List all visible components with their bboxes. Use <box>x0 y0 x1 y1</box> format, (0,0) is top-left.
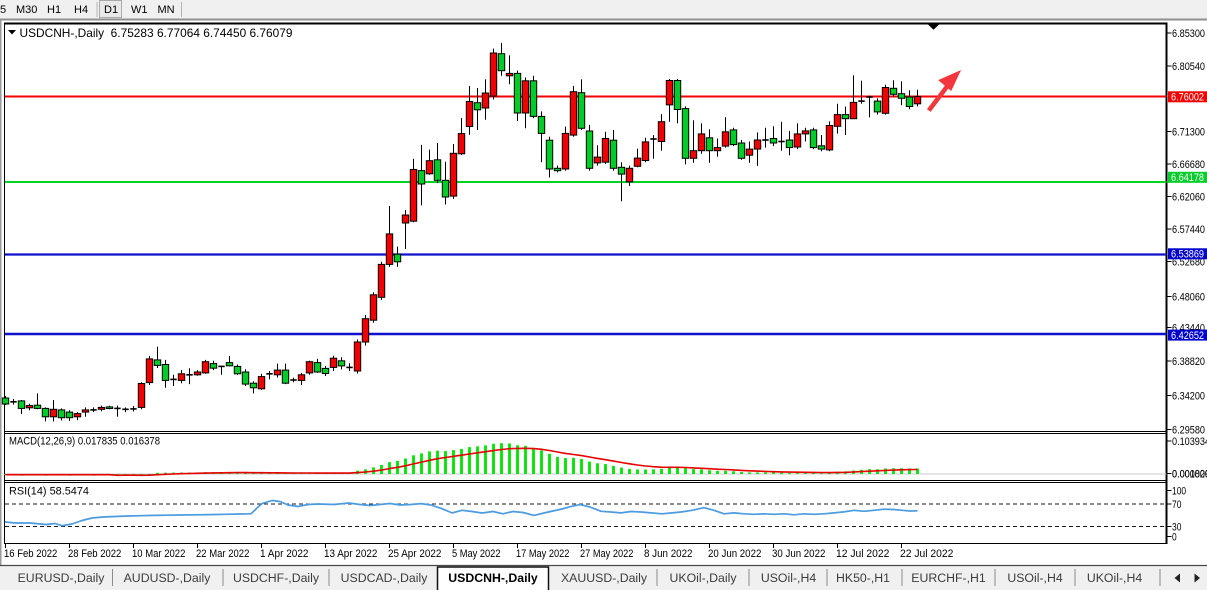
svg-text:USDCNH-,Daily 6.75283 6.77064: USDCNH-,Daily 6.75283 6.77064 6.74450 6.… <box>20 26 293 40</box>
svg-text:6.53869: 6.53869 <box>1171 249 1204 261</box>
svg-text:5: 5 <box>0 4 6 16</box>
svg-text:13 Apr 2022: 13 Apr 2022 <box>324 548 377 560</box>
svg-text:MACD(12,26,9) 0.017835 0.01637: MACD(12,26,9) 0.017835 0.016378 <box>9 436 160 448</box>
svg-text:6.38820: 6.38820 <box>1172 356 1205 368</box>
svg-text:UKOil-,H4: UKOil-,H4 <box>1087 571 1143 585</box>
svg-text:6.76002: 6.76002 <box>1171 92 1204 104</box>
svg-text:5 May 2022: 5 May 2022 <box>452 548 501 560</box>
svg-text:0.001829: 0.001829 <box>1172 469 1207 481</box>
svg-text:W1: W1 <box>131 4 148 16</box>
svg-text:0.103934: 0.103934 <box>1172 436 1207 448</box>
svg-text:20 Jun 2022: 20 Jun 2022 <box>708 548 761 560</box>
svg-text:22 Jul 2022: 22 Jul 2022 <box>900 548 953 560</box>
svg-text:D1: D1 <box>104 4 118 16</box>
svg-text:1 Apr 2022: 1 Apr 2022 <box>260 548 309 560</box>
svg-text:8 Jun 2022: 8 Jun 2022 <box>644 548 693 560</box>
svg-text:0.000000: 0.000000 <box>1172 469 1207 481</box>
svg-text:EURUSD-,Daily: EURUSD-,Daily <box>18 571 106 585</box>
svg-text:12 Jul 2022: 12 Jul 2022 <box>836 548 889 560</box>
svg-text:30 Jun 2022: 30 Jun 2022 <box>772 548 825 560</box>
svg-text:6.64178: 6.64178 <box>1171 172 1204 184</box>
svg-text:H4: H4 <box>74 4 88 16</box>
svg-text:10 Mar 2022: 10 Mar 2022 <box>132 548 185 560</box>
svg-text:100: 100 <box>1172 486 1186 498</box>
svg-text:17 May 2022: 17 May 2022 <box>516 548 569 560</box>
svg-text:UKOil-,Daily: UKOil-,Daily <box>670 571 738 585</box>
svg-text:6.85300: 6.85300 <box>1172 28 1205 40</box>
svg-text:6.66680: 6.66680 <box>1172 159 1205 171</box>
svg-text:USDCAD-,Daily: USDCAD-,Daily <box>341 571 429 585</box>
svg-text:6.62060: 6.62060 <box>1172 192 1205 204</box>
svg-text:6.42652: 6.42652 <box>1171 330 1204 342</box>
svg-text:MN: MN <box>158 4 175 16</box>
svg-text:28 Feb 2022: 28 Feb 2022 <box>68 548 121 560</box>
svg-text:H1: H1 <box>47 4 61 16</box>
svg-text:70: 70 <box>1172 499 1181 511</box>
svg-text:22 Mar 2022: 22 Mar 2022 <box>196 548 249 560</box>
svg-text:6.48060: 6.48060 <box>1172 292 1205 304</box>
svg-text:RSI(14) 58.5474: RSI(14) 58.5474 <box>9 486 89 498</box>
svg-text:30: 30 <box>1172 522 1181 534</box>
svg-text:25 Apr 2022: 25 Apr 2022 <box>388 548 441 560</box>
svg-text:AUDUSD-,Daily: AUDUSD-,Daily <box>124 571 212 585</box>
svg-text:M30: M30 <box>16 4 37 16</box>
svg-text:USDCHF-,Daily: USDCHF-,Daily <box>233 571 320 585</box>
svg-text:16 Feb 2022: 16 Feb 2022 <box>4 548 57 560</box>
svg-text:HK50-,H1: HK50-,H1 <box>836 571 890 585</box>
svg-text:USDCNH-,Daily: USDCNH-,Daily <box>448 571 538 585</box>
svg-text:6.52680: 6.52680 <box>1172 257 1205 269</box>
svg-text:6.29580: 6.29580 <box>1172 425 1205 437</box>
svg-text:EURCHF-,H1: EURCHF-,H1 <box>911 571 986 585</box>
svg-text:0: 0 <box>1172 532 1177 544</box>
svg-text:USOil-,H4: USOil-,H4 <box>761 571 817 585</box>
svg-text:USOil-,H4: USOil-,H4 <box>1007 571 1063 585</box>
svg-text:6.71300: 6.71300 <box>1172 127 1205 139</box>
svg-text:6.57440: 6.57440 <box>1172 224 1205 236</box>
svg-text:27 May 2022: 27 May 2022 <box>580 548 633 560</box>
svg-text:XAUUSD-,Daily: XAUUSD-,Daily <box>561 571 648 585</box>
svg-text:6.34200: 6.34200 <box>1172 391 1205 403</box>
svg-text:6.80540: 6.80540 <box>1172 61 1205 73</box>
